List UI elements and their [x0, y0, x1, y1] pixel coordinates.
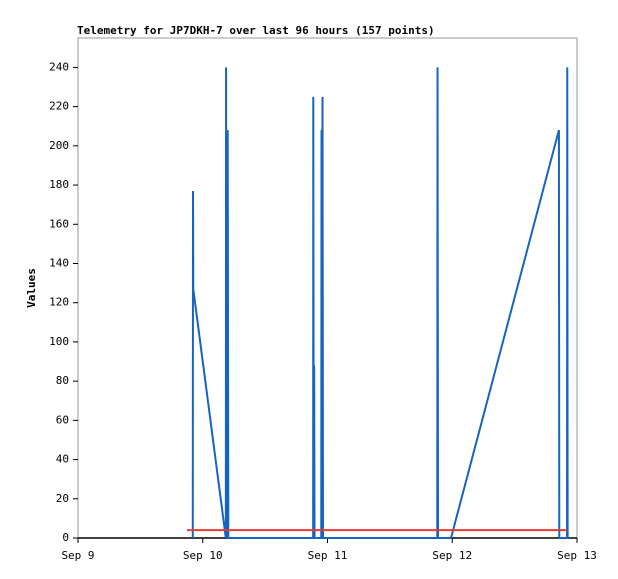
y-tick-label: 20	[56, 492, 69, 505]
y-tick-label: 100	[49, 335, 69, 348]
x-tick-label: Sep 12	[432, 549, 472, 562]
y-axis-label: Values	[25, 268, 38, 308]
y-tick-label: 60	[56, 413, 69, 426]
y-tick-label: 200	[49, 139, 69, 152]
y-tick-label: 40	[56, 453, 69, 466]
y-tick-label: 0	[62, 531, 69, 544]
y-tick-label: 80	[56, 374, 69, 387]
x-tick-label: Sep 10	[183, 549, 223, 562]
y-tick-label: 120	[49, 296, 69, 309]
y-tick-label: 180	[49, 178, 69, 191]
plot-frame	[77, 37, 578, 539]
x-tick-label: Sep 11	[308, 549, 348, 562]
y-tick-label: 220	[49, 100, 69, 113]
y-tick-label: 160	[49, 217, 69, 230]
chart-title: Telemetry for JP7DKH-7 over last 96 hour…	[77, 24, 435, 37]
data-line	[191, 67, 569, 539]
x-tick-label: Sep 13	[557, 549, 597, 562]
y-tick-label: 140	[49, 256, 69, 269]
x-tick-label: Sep 9	[61, 549, 94, 562]
y-tick-label: 240	[49, 60, 69, 73]
